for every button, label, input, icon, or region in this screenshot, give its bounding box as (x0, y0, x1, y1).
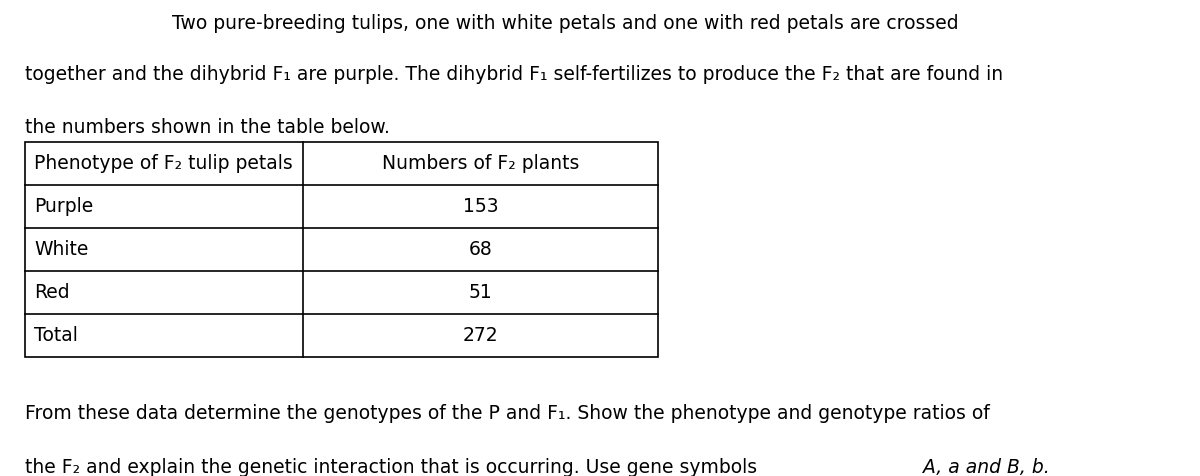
Text: Numbers of F₂ plants: Numbers of F₂ plants (382, 154, 580, 173)
Text: the F₂ and explain the genetic interaction that is occurring. Use gene symbols: the F₂ and explain the genetic interacti… (25, 458, 763, 476)
Text: together and the dihybrid F₁ are purple. The dihybrid F₁ self-fertilizes to prod: together and the dihybrid F₁ are purple.… (25, 66, 1003, 84)
Text: A, a and B, b.: A, a and B, b. (923, 458, 1050, 476)
Text: From these data determine the genotypes of the P and F₁. Show the phenotype and : From these data determine the genotypes … (25, 404, 990, 423)
Text: Red: Red (34, 283, 70, 302)
Text: White: White (34, 240, 89, 259)
Text: the numbers shown in the table below.: the numbers shown in the table below. (25, 119, 390, 137)
Text: Two pure-breeding tulips, one with white petals and one with red petals are cros: Two pure-breeding tulips, one with white… (173, 13, 959, 32)
Text: Total: Total (34, 326, 78, 345)
Text: Purple: Purple (34, 197, 94, 216)
Text: Phenotype of F₂ tulip petals: Phenotype of F₂ tulip petals (34, 154, 293, 173)
Text: 51: 51 (469, 283, 493, 302)
Text: 153: 153 (463, 197, 499, 216)
Text: 68: 68 (469, 240, 493, 259)
Text: 272: 272 (463, 326, 499, 345)
